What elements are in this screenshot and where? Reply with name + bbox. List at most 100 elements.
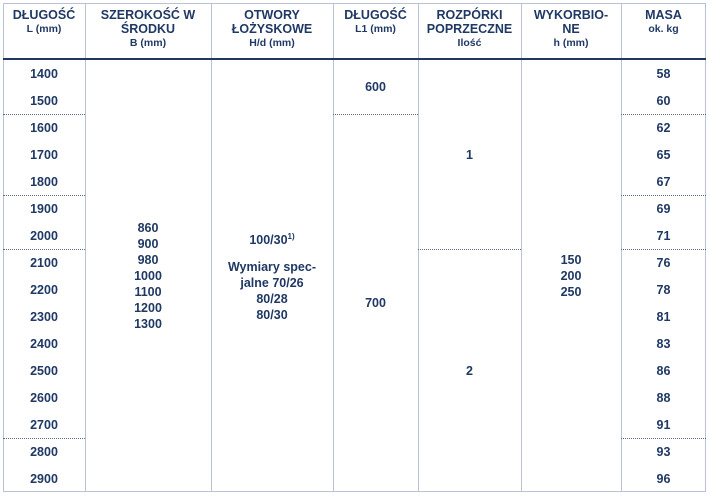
header-title: NE	[562, 22, 580, 36]
header-title: OTWORY	[244, 8, 300, 22]
length-cell: 2800	[30, 444, 58, 459]
bearing-special: 80/30	[256, 307, 288, 322]
column-divider	[418, 3, 419, 492]
bearing-main: 100/301)	[249, 229, 294, 248]
header-unit: L1 (mm)	[355, 23, 396, 35]
header-title: ROZPÓRKI	[436, 8, 503, 22]
length-cell: 1500	[30, 93, 58, 108]
header-title: ŁOŻYSKOWE	[231, 22, 313, 36]
header-title: DŁUGOŚĆ	[344, 8, 407, 22]
crossbar-value: 1	[466, 147, 473, 162]
header-unit: H/d (mm)	[249, 37, 295, 49]
mass-cell: 86	[656, 363, 671, 378]
width-value: 1000	[134, 269, 162, 283]
bearing-special: Wymiary spec-	[227, 259, 316, 274]
group-separator	[418, 249, 521, 250]
mass-cell: 76	[656, 255, 671, 270]
length-cell: 1800	[30, 174, 58, 189]
header-title: DŁUGOŚĆ	[12, 8, 76, 22]
group-separator	[3, 195, 85, 196]
length-cell: 2900	[30, 471, 58, 486]
width-value: 860	[137, 221, 159, 235]
group-separator	[621, 249, 706, 250]
crank-block: 150 200 250	[521, 60, 621, 492]
l1-block: 700	[333, 114, 418, 492]
header-cell: WYKORBIO- NE h (mm)	[521, 8, 621, 54]
length-cell: 1600	[30, 120, 58, 135]
header-unit: Ilość	[457, 37, 482, 49]
length-cell: 1400	[30, 66, 58, 81]
mass-cell: 88	[656, 390, 671, 405]
group-separator	[621, 438, 706, 439]
length-cell: 2200	[30, 282, 58, 297]
l1-value: 700	[365, 296, 386, 310]
column-divider	[211, 3, 212, 492]
mass-cell: 69	[656, 201, 671, 216]
width-value: 1300	[134, 317, 162, 331]
length-cell: 1900	[30, 201, 58, 216]
group-separator	[621, 114, 706, 115]
header-unit: B (mm)	[129, 37, 167, 49]
header-unit: L (mm)	[26, 23, 62, 35]
crank-value: 200	[560, 269, 582, 283]
column-divider	[521, 3, 522, 492]
length-cell: 2100	[30, 255, 58, 270]
header-title: MASA	[645, 8, 682, 22]
header-cell: MASA ok. kg	[621, 8, 706, 54]
width-value: 980	[137, 253, 159, 267]
header-title: WYKORBIO-	[533, 8, 609, 22]
mass-cell: 83	[656, 336, 671, 351]
length-cell: 2500	[30, 363, 58, 378]
mass-cell: 78	[656, 282, 671, 297]
crank-value: 150	[560, 253, 582, 267]
l1-value: 600	[365, 80, 386, 94]
table-frame	[3, 3, 706, 492]
l1-block: 600	[333, 60, 418, 114]
length-cell: 2000	[30, 228, 58, 243]
width-block: 860 900 980 1000 1100 1200 1300	[85, 60, 211, 492]
column-divider	[85, 3, 86, 492]
bearing-special: jalne 70/26	[240, 275, 304, 290]
group-separator	[3, 249, 85, 250]
crossbar-block: 1	[418, 60, 521, 249]
bearing-block: 100/301) Wymiary spec-jalne 70/26 80/28 80/…	[211, 60, 333, 492]
group-separator	[333, 114, 418, 115]
mass-cell: 62	[656, 120, 671, 135]
mass-cell: 65	[656, 147, 671, 162]
width-value: 1100	[134, 285, 162, 299]
mass-cell: 60	[656, 93, 671, 108]
length-cell: 2300	[30, 309, 58, 324]
header-cell: ROZPÓRKI POPRZECZNE Ilość	[418, 8, 521, 54]
mass-cell: 67	[656, 174, 671, 189]
crossbar-block: 2	[418, 249, 521, 492]
mass-cell: 81	[656, 309, 671, 324]
header-unit: ok. kg	[648, 23, 679, 35]
header-title: SZEROKOŚĆ W	[100, 8, 196, 22]
group-separator	[621, 195, 706, 196]
header-cell: DŁUGOŚĆ L (mm)	[3, 8, 85, 54]
header-title: ŚRODKU	[120, 22, 176, 36]
crossbar-value: 2	[466, 363, 473, 378]
header-cell: SZEROKOŚĆ W ŚRODKU B (mm)	[85, 8, 211, 54]
mass-cell: 91	[656, 417, 671, 432]
column-divider	[621, 3, 622, 492]
header-title: POPRZECZNE	[426, 22, 513, 36]
width-value: 1200	[134, 301, 162, 315]
column-divider	[333, 3, 334, 492]
mass-cell: 93	[656, 444, 671, 459]
length-cell: 2400	[30, 336, 58, 351]
mass-cell: 58	[656, 66, 671, 81]
header-cell: OTWORY ŁOŻYSKOWE H/d (mm)	[211, 8, 333, 54]
bearing-special: 80/28	[256, 291, 288, 306]
mass-cell: 96	[656, 471, 671, 486]
header-cell: DŁUGOŚĆ L1 (mm)	[333, 8, 418, 54]
group-separator	[3, 114, 85, 115]
mass-cell: 71	[656, 228, 671, 243]
length-cell: 2700	[30, 417, 58, 432]
length-cell: 2600	[30, 390, 58, 405]
bearing-value: 100/30	[249, 233, 288, 248]
footnote-mark: 1)	[287, 232, 295, 242]
header-divider	[3, 58, 706, 60]
header-unit: h (mm)	[553, 37, 589, 49]
